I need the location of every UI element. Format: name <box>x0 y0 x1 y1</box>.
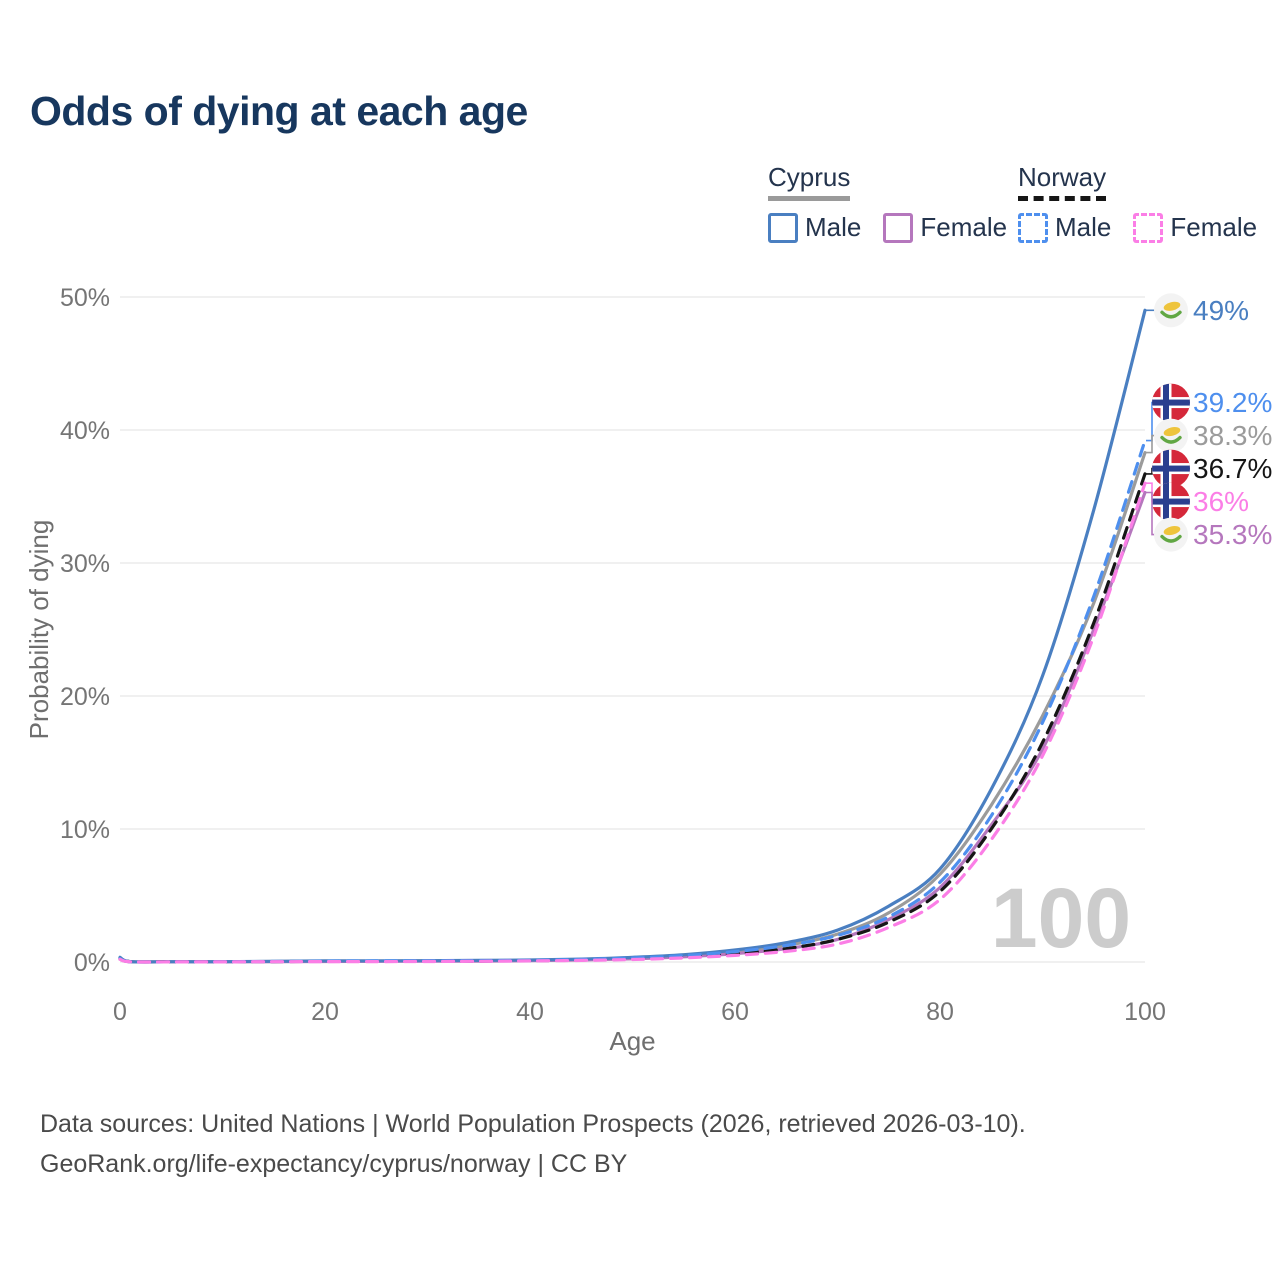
series-end-label-norway-male: 39.2% <box>1193 387 1272 418</box>
y-axis-title: Probability of dying <box>24 520 54 740</box>
x-tick-label: 80 <box>926 998 954 1026</box>
legend-country-norway[interactable]: Norway <box>1018 162 1107 201</box>
cyprus-flag-icon <box>1154 293 1188 328</box>
y-tick-label: 40% <box>60 417 110 445</box>
norway-male-swatch-icon <box>1018 212 1048 243</box>
legend-group-cyprus: Cyprus Male Female <box>768 162 1007 243</box>
cyprus-flag-icon <box>1154 517 1188 552</box>
legend-item-cyprus-male[interactable]: Male <box>768 212 861 243</box>
y-tick-label: 10% <box>60 816 110 844</box>
x-axis-title: Age <box>609 1026 655 1056</box>
page-title: Odds of dying at each age <box>30 88 528 134</box>
x-tick-label: 100 <box>1124 998 1166 1026</box>
age-watermark: 100 <box>991 871 1131 965</box>
y-tick-label: 50% <box>60 284 110 312</box>
legend-label: Male <box>805 212 862 242</box>
norway-flag-icon <box>1152 383 1190 422</box>
x-tick-label: 0 <box>113 998 127 1026</box>
legend-label: Female <box>920 212 1008 242</box>
norway-female-swatch-icon <box>1133 212 1164 243</box>
y-tick-label: 0% <box>74 949 110 977</box>
series-end-label-norway-both-sexes: 36.7% <box>1193 453 1272 484</box>
legend-item-cyprus-female[interactable]: Female <box>883 212 1007 243</box>
series-end-label-cyprus-female: 35.3% <box>1193 519 1272 550</box>
cyprus-male-swatch-icon <box>768 212 798 243</box>
x-tick-label: 60 <box>721 998 749 1026</box>
cyprus-female-swatch-icon <box>883 212 914 243</box>
series-end-label-norway-female: 36% <box>1193 486 1249 517</box>
series-end-label-cyprus-male: 49% <box>1193 295 1249 326</box>
y-tick-label: 20% <box>60 683 110 711</box>
norway-flag-icon <box>1152 449 1190 488</box>
series-line-norway-female[interactable] <box>118 481 1147 964</box>
series-end-label-cyprus-both-sexes: 38.3% <box>1193 420 1272 451</box>
legend-label: Male <box>1055 212 1112 242</box>
data-source-note: Data sources: United Nations | World Pop… <box>40 1104 1026 1184</box>
cyprus-flag-icon <box>1154 418 1188 453</box>
x-tick-label: 40 <box>516 998 544 1026</box>
legend-country-cyprus[interactable]: Cyprus <box>768 162 851 201</box>
legend-item-norway-male[interactable]: Male <box>1018 212 1111 243</box>
legend-item-norway-female[interactable]: Female <box>1133 212 1257 243</box>
series-line-cyprus-male[interactable] <box>118 308 1147 964</box>
data-source-line: Data sources: United Nations | World Pop… <box>40 1110 1026 1138</box>
attribution-line: GeoRank.org/life-expectancy/cyprus/norwa… <box>40 1150 628 1178</box>
legend-group-norway: Norway Male Female <box>1018 162 1257 243</box>
y-tick-label: 30% <box>60 550 110 578</box>
norway-flag-icon <box>1152 482 1190 521</box>
legend-label: Female <box>1170 212 1258 242</box>
x-tick-label: 20 <box>311 998 339 1026</box>
